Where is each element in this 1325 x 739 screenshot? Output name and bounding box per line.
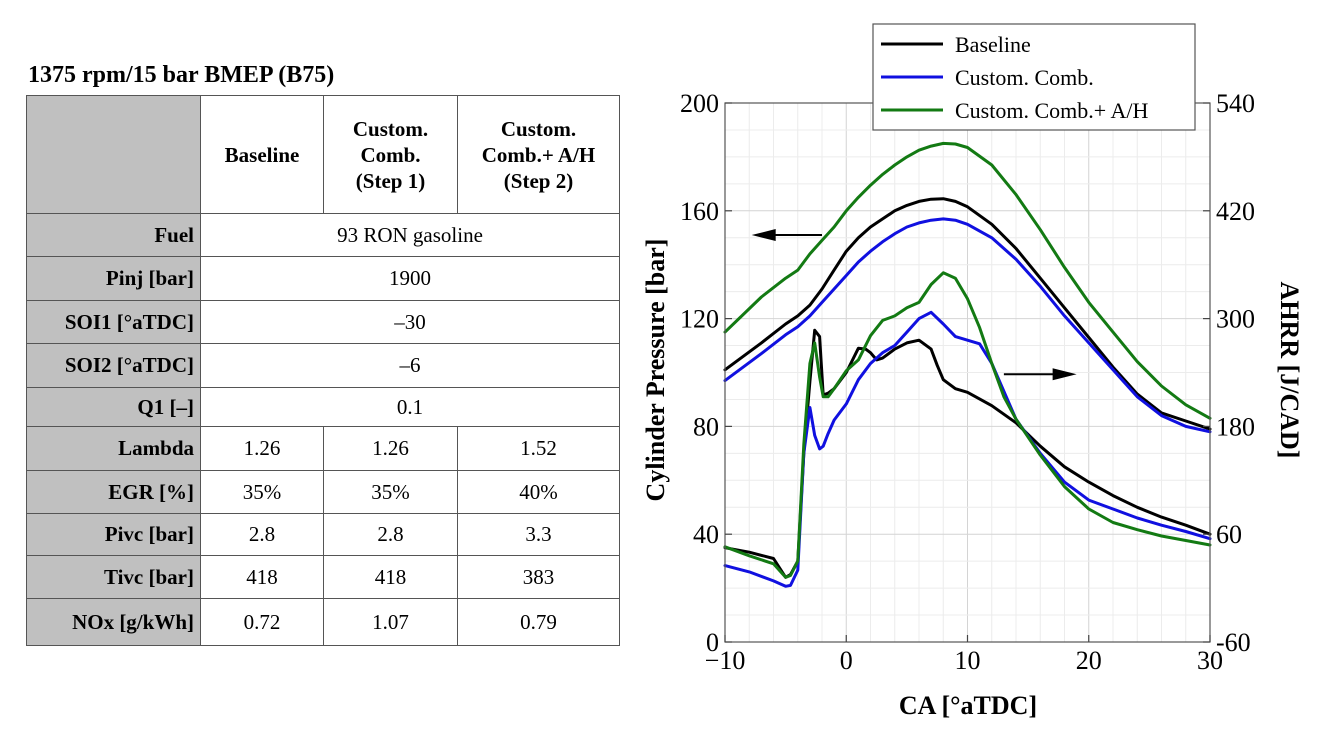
series-line-custom-comb-a-h-ahrr: [723, 271, 1212, 579]
table-row-egr: EGR [%] 35% 35% 40%: [26, 470, 620, 514]
table-row-pinj: Pinj [bar] 1900: [26, 256, 620, 301]
header-step1: Custom. Comb. (Step 1): [323, 95, 458, 214]
y2-tick-label: 300: [1216, 305, 1255, 334]
y-tick-label: 80: [693, 412, 719, 441]
cell-lambda-step2: 1.52: [457, 426, 620, 471]
row-label-lambda: Lambda: [26, 426, 201, 471]
y-tick-label: 120: [680, 305, 719, 334]
x-tick-label: −10: [705, 646, 746, 675]
row-label-soi1: SOI1 [°aTDC]: [26, 300, 201, 344]
legend: Baseline Custom. Comb. Custom. Comb.+ A/H: [872, 23, 1196, 131]
table-row-soi2: SOI2 [°aTDC] –6: [26, 343, 620, 388]
row-label-tivc: Tivc [bar]: [26, 555, 201, 599]
y2-tick-label: 60: [1216, 520, 1242, 549]
series-layer: [723, 141, 1212, 588]
series-line-baseline: [723, 197, 1212, 431]
axes: −10 0 10 20 3004080120160200-606018030042054…: [680, 89, 1255, 675]
table-row-nox: NOx [g/kWh] 0.72 1.07 0.79: [26, 598, 620, 646]
series-line-custom-comb-a-h: [723, 141, 1212, 420]
cell-soi2: –6: [200, 343, 620, 388]
cell-pivc-step2: 3.3: [457, 513, 620, 556]
row-label-nox: NOx [g/kWh]: [26, 598, 201, 646]
header-step2: Custom. Comb.+ A/H (Step 2): [457, 95, 620, 214]
table-row-fuel: Fuel 93 RON gasoline: [26, 213, 620, 257]
parameter-table: Baseline Custom. Comb. (Step 1) Custom. …: [26, 95, 620, 646]
cell-nox-step1: 1.07: [323, 598, 458, 646]
arrow-left-head: [751, 229, 776, 242]
legend-label: Custom. Comb.+ A/H: [955, 98, 1148, 123]
row-label-pivc: Pivc [bar]: [26, 513, 201, 556]
y-tick-label: 40: [693, 520, 719, 549]
table-row-lambda: Lambda 1.26 1.26 1.52: [26, 426, 620, 471]
cell-q1: 0.1: [200, 387, 620, 427]
cell-pinj: 1900: [200, 256, 620, 301]
table-row-soi1: SOI1 [°aTDC] –30: [26, 300, 620, 344]
cell-nox-baseline: 0.72: [200, 598, 324, 646]
row-label-egr: EGR [%]: [26, 470, 201, 514]
y2-tick-label: 180: [1216, 412, 1255, 441]
series-line-custom-comb-: [723, 217, 1212, 434]
cell-lambda-step1: 1.26: [323, 426, 458, 471]
cell-nox-step2: 0.79: [457, 598, 620, 646]
legend-label: Custom. Comb.: [955, 65, 1094, 90]
y2-tick-label: 540: [1216, 89, 1255, 118]
x-tick-label: 0: [840, 646, 853, 675]
cell-egr-step1: 35%: [323, 470, 458, 514]
arrow-right-head: [1052, 368, 1077, 381]
x-tick-label: 30: [1197, 646, 1223, 675]
y-tick-label: 0: [706, 628, 719, 657]
table-corner-cell: [26, 95, 201, 214]
x-tick-label: 10: [955, 646, 981, 675]
y-axis-label: Cylinder Pressure [bar]: [641, 239, 670, 502]
table-row-q1: Q1 [–] 0.1: [26, 387, 620, 427]
y-tick-label: 160: [680, 197, 719, 226]
x-axis-label: CA [°aTDC]: [899, 691, 1037, 720]
row-label-fuel: Fuel: [26, 213, 201, 257]
legend-label: Baseline: [955, 32, 1031, 57]
row-label-soi2: SOI2 [°aTDC]: [26, 343, 201, 388]
cell-soi1: –30: [200, 300, 620, 344]
table-title: 1375 rpm/15 bar BMEP (B75): [28, 62, 335, 88]
header-step2-label: Custom. Comb.+ A/H (Step 2): [481, 116, 596, 193]
y2-tick-label: -60: [1216, 628, 1251, 657]
y2-axis-label: AHRR [J/CAD]: [1275, 282, 1304, 459]
table-header-row: Baseline Custom. Comb. (Step 1) Custom. …: [26, 95, 620, 214]
row-label-pinj: Pinj [bar]: [26, 256, 201, 301]
cell-fuel: 93 RON gasoline: [200, 213, 620, 257]
header-baseline-label: Baseline: [224, 142, 300, 167]
x-tick-label: 20: [1076, 646, 1102, 675]
y2-tick-label: 420: [1216, 197, 1255, 226]
y-tick-label: 200: [680, 89, 719, 118]
row-label-q1: Q1 [–]: [26, 387, 201, 427]
cell-egr-baseline: 35%: [200, 470, 324, 514]
header-step1-label: Custom. Comb. (Step 1): [352, 116, 429, 193]
